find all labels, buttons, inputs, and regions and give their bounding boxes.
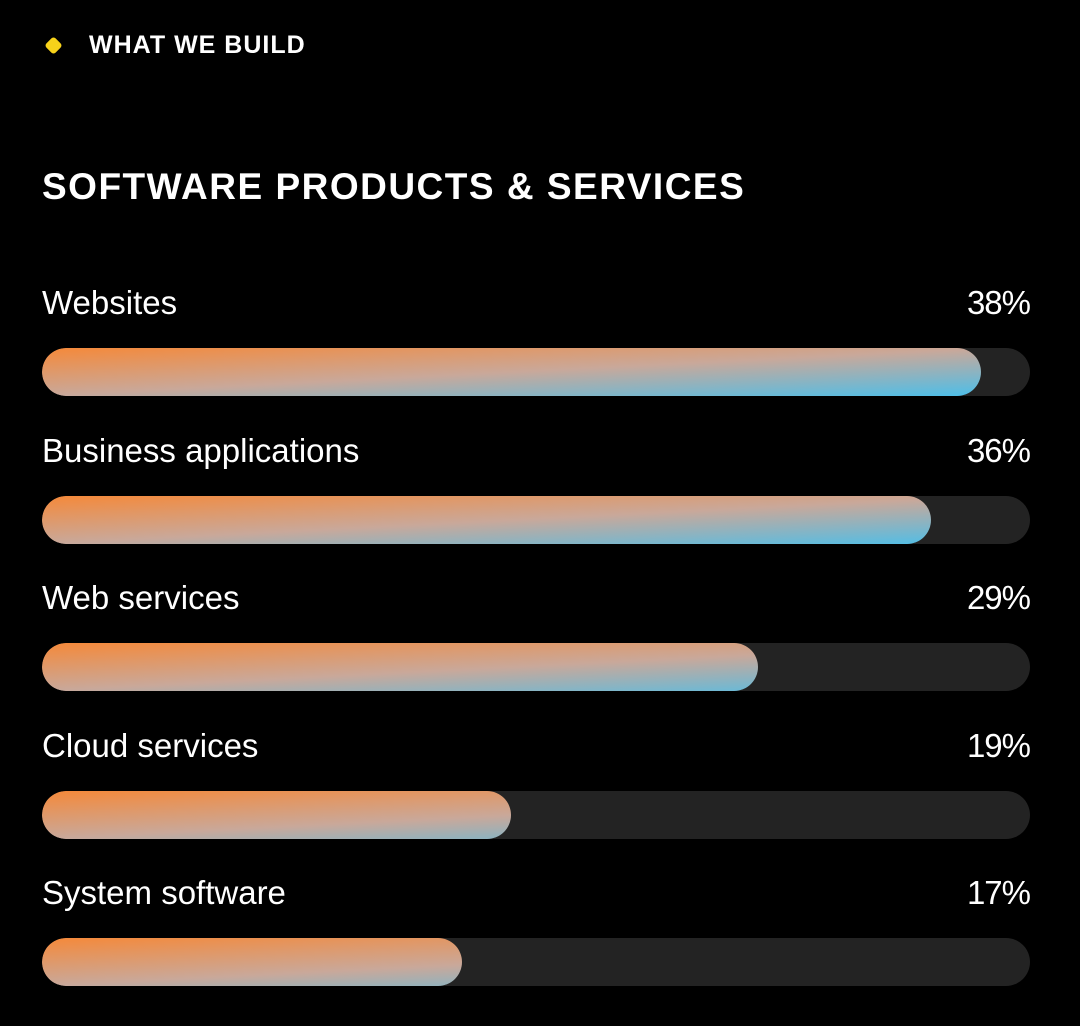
bar-row: Web services 29%	[42, 575, 1031, 723]
bar-chart: Websites 38% Business applications 36% Web s…	[42, 280, 1031, 1018]
bar-label: System software	[42, 874, 286, 911]
bar-track	[42, 495, 1030, 544]
bar-label: Business applications	[42, 431, 360, 469]
page-title: SOFTWARE PRODUCTS & SERVICES	[42, 166, 746, 207]
bar	[42, 495, 931, 544]
eyebrow-label: WHAT WE BUILD	[89, 30, 306, 59]
bar-track	[42, 938, 1030, 986]
bar	[42, 790, 511, 839]
bar-value-label: 38%	[966, 284, 1031, 321]
bar	[42, 938, 462, 986]
bar-track	[42, 790, 1030, 839]
bar-track	[42, 643, 1030, 691]
bar-label: Web services	[42, 579, 240, 616]
bar-value-label: 17%	[966, 874, 1031, 911]
bar	[42, 643, 758, 691]
bar-row: System software 17%	[42, 870, 1031, 1018]
bar-value-label: 19%	[966, 726, 1031, 764]
bar-value-label: 29%	[966, 579, 1031, 616]
bar-row: Websites 38%	[42, 280, 1031, 428]
section-eyebrow: WHAT WE BUILD	[44, 28, 306, 62]
bar-label: Websites	[42, 284, 178, 321]
bar-row: Cloud services 19%	[42, 723, 1031, 871]
bar-row: Business applications 36%	[42, 428, 1031, 576]
bar-value-label: 36%	[966, 431, 1031, 469]
bar	[42, 348, 981, 396]
diamond-icon	[44, 35, 63, 55]
bar-track	[42, 348, 1030, 396]
bar-label: Cloud services	[42, 726, 259, 764]
